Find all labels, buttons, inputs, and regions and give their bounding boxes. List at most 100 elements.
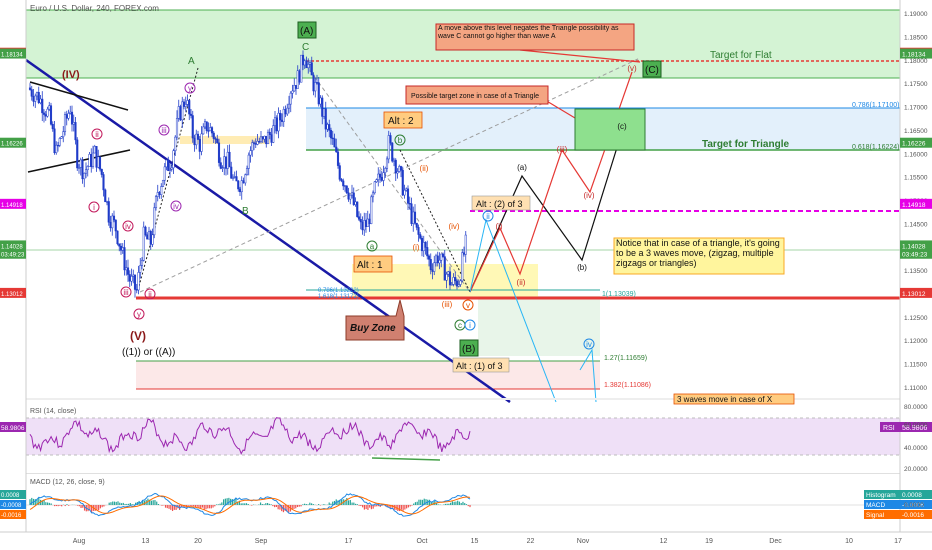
candle-body [270,134,273,143]
candle-body [459,280,462,285]
candle-body [322,108,326,117]
price-tick-label: 1.16500 [904,128,928,135]
macd-tag-name: MACD [866,502,885,509]
candle-body [261,136,264,140]
candle-body [210,127,214,134]
macd-hist-bar [242,503,244,505]
macd-tag-name-box [864,490,900,499]
price-tag-label: 1.13012 [902,291,926,298]
candle-body [336,151,340,166]
triangle-note-box [613,237,785,275]
macd-hist-bar [233,499,235,505]
macd-hist-bar [170,505,172,510]
candle-body [46,108,49,117]
time-tick-label: 12 [660,538,668,545]
macd-hist-bar [200,505,202,509]
candle-body [419,234,422,239]
macd-left-tag-box [0,500,26,509]
macd-hist-bar [451,501,453,505]
macd-hist-bar [460,503,462,505]
macd-hist-bar [360,505,362,507]
time-axis-ticks[interactable]: Aug1320Sep17Oct1522Nov1219Dec10172431201… [73,538,932,545]
macd-hist-bar [288,505,290,513]
flat-target-label: Target for Flat [710,50,772,61]
macd-hist-bar [41,500,43,505]
candle-body [79,159,82,168]
macd-hist-bar [154,500,156,505]
macd-hist-bar [444,503,446,505]
time-tick-label: 22 [527,538,535,545]
macd-tag-box [900,490,932,499]
candle-body [315,82,319,84]
candle-body [249,150,252,156]
candle-body [266,131,270,145]
wave-i-blue-label: i [469,321,471,330]
candle-body [69,111,72,114]
macd-hist-bar [388,505,390,508]
candle-body [193,137,196,146]
price-tag-label: 03:49:23 [902,252,928,259]
candle-body [462,252,466,255]
macd-hist-bar [238,500,241,505]
fib-1382-label: 1.382(1.11086) [604,382,651,389]
price-tick-label: 1.17000 [904,105,928,112]
macd-hist-bar [450,502,452,505]
candle-body [275,117,278,132]
macd-left-tag-box [0,510,26,519]
candle-body [457,284,460,287]
candle-body [303,60,306,66]
candle-body [279,112,282,121]
macd-hist-bar [279,505,281,510]
candle-body [203,121,207,128]
macd-hist-bar [270,504,272,505]
macd-hist-bar [344,499,346,505]
macd-hist-bar [349,500,351,505]
macd-hist-bar [374,505,376,507]
price-series [28,50,467,298]
candle-body [107,201,110,223]
price-tag-label: 1.14918 [902,202,926,209]
candle-body [142,226,145,261]
price-tag-left-box [0,137,26,148]
wave-paren-labels: (iii) (ii) (iv) (i) (i) (ii) (iii) (iv) … [412,64,637,309]
fib-1-label: 1(1.13039) [602,291,636,298]
alt-1-of-3-box [452,357,510,373]
macd-hist-bar [312,504,314,505]
macd-hist-bar [340,499,343,505]
macd-hist-bar [110,502,112,505]
candle-body [268,131,271,135]
macd-hist-bar [99,505,101,509]
macd-hist-bar [108,502,110,505]
candle-body [284,109,287,115]
candle-body [165,159,168,168]
macd-hist-bar [140,502,142,505]
candle-body [403,189,406,196]
candle-body [154,196,158,209]
candle-body [321,97,324,117]
triangle-target-note-box [405,85,549,105]
time-tick-label: 20 [194,538,202,545]
macd-hist-bar [68,505,70,506]
candle-body [464,234,467,255]
candle-body [331,137,334,140]
price-tag-box [900,240,932,251]
candle-body [335,146,338,153]
price-tag-left-box [0,287,26,298]
projection-black-path [469,124,625,293]
alt-2-of-3-box [471,195,531,211]
macd-hist-bar [413,503,415,505]
macd-hist-bar [309,502,311,505]
candle-body [307,64,310,69]
candle-body [317,82,320,105]
candle-body [217,142,221,163]
macd-tick-label: 0.0000 [904,502,924,509]
buy-zone-label: Buy Zone [350,323,396,334]
macd-hist-bar [363,505,365,510]
macd-hist-bar [416,501,418,505]
macd-hist-bar [465,504,468,505]
macd-hist-bar [393,505,395,510]
macd-hist-bar [173,505,175,510]
candle-body [352,192,355,205]
candle-body [364,220,368,227]
